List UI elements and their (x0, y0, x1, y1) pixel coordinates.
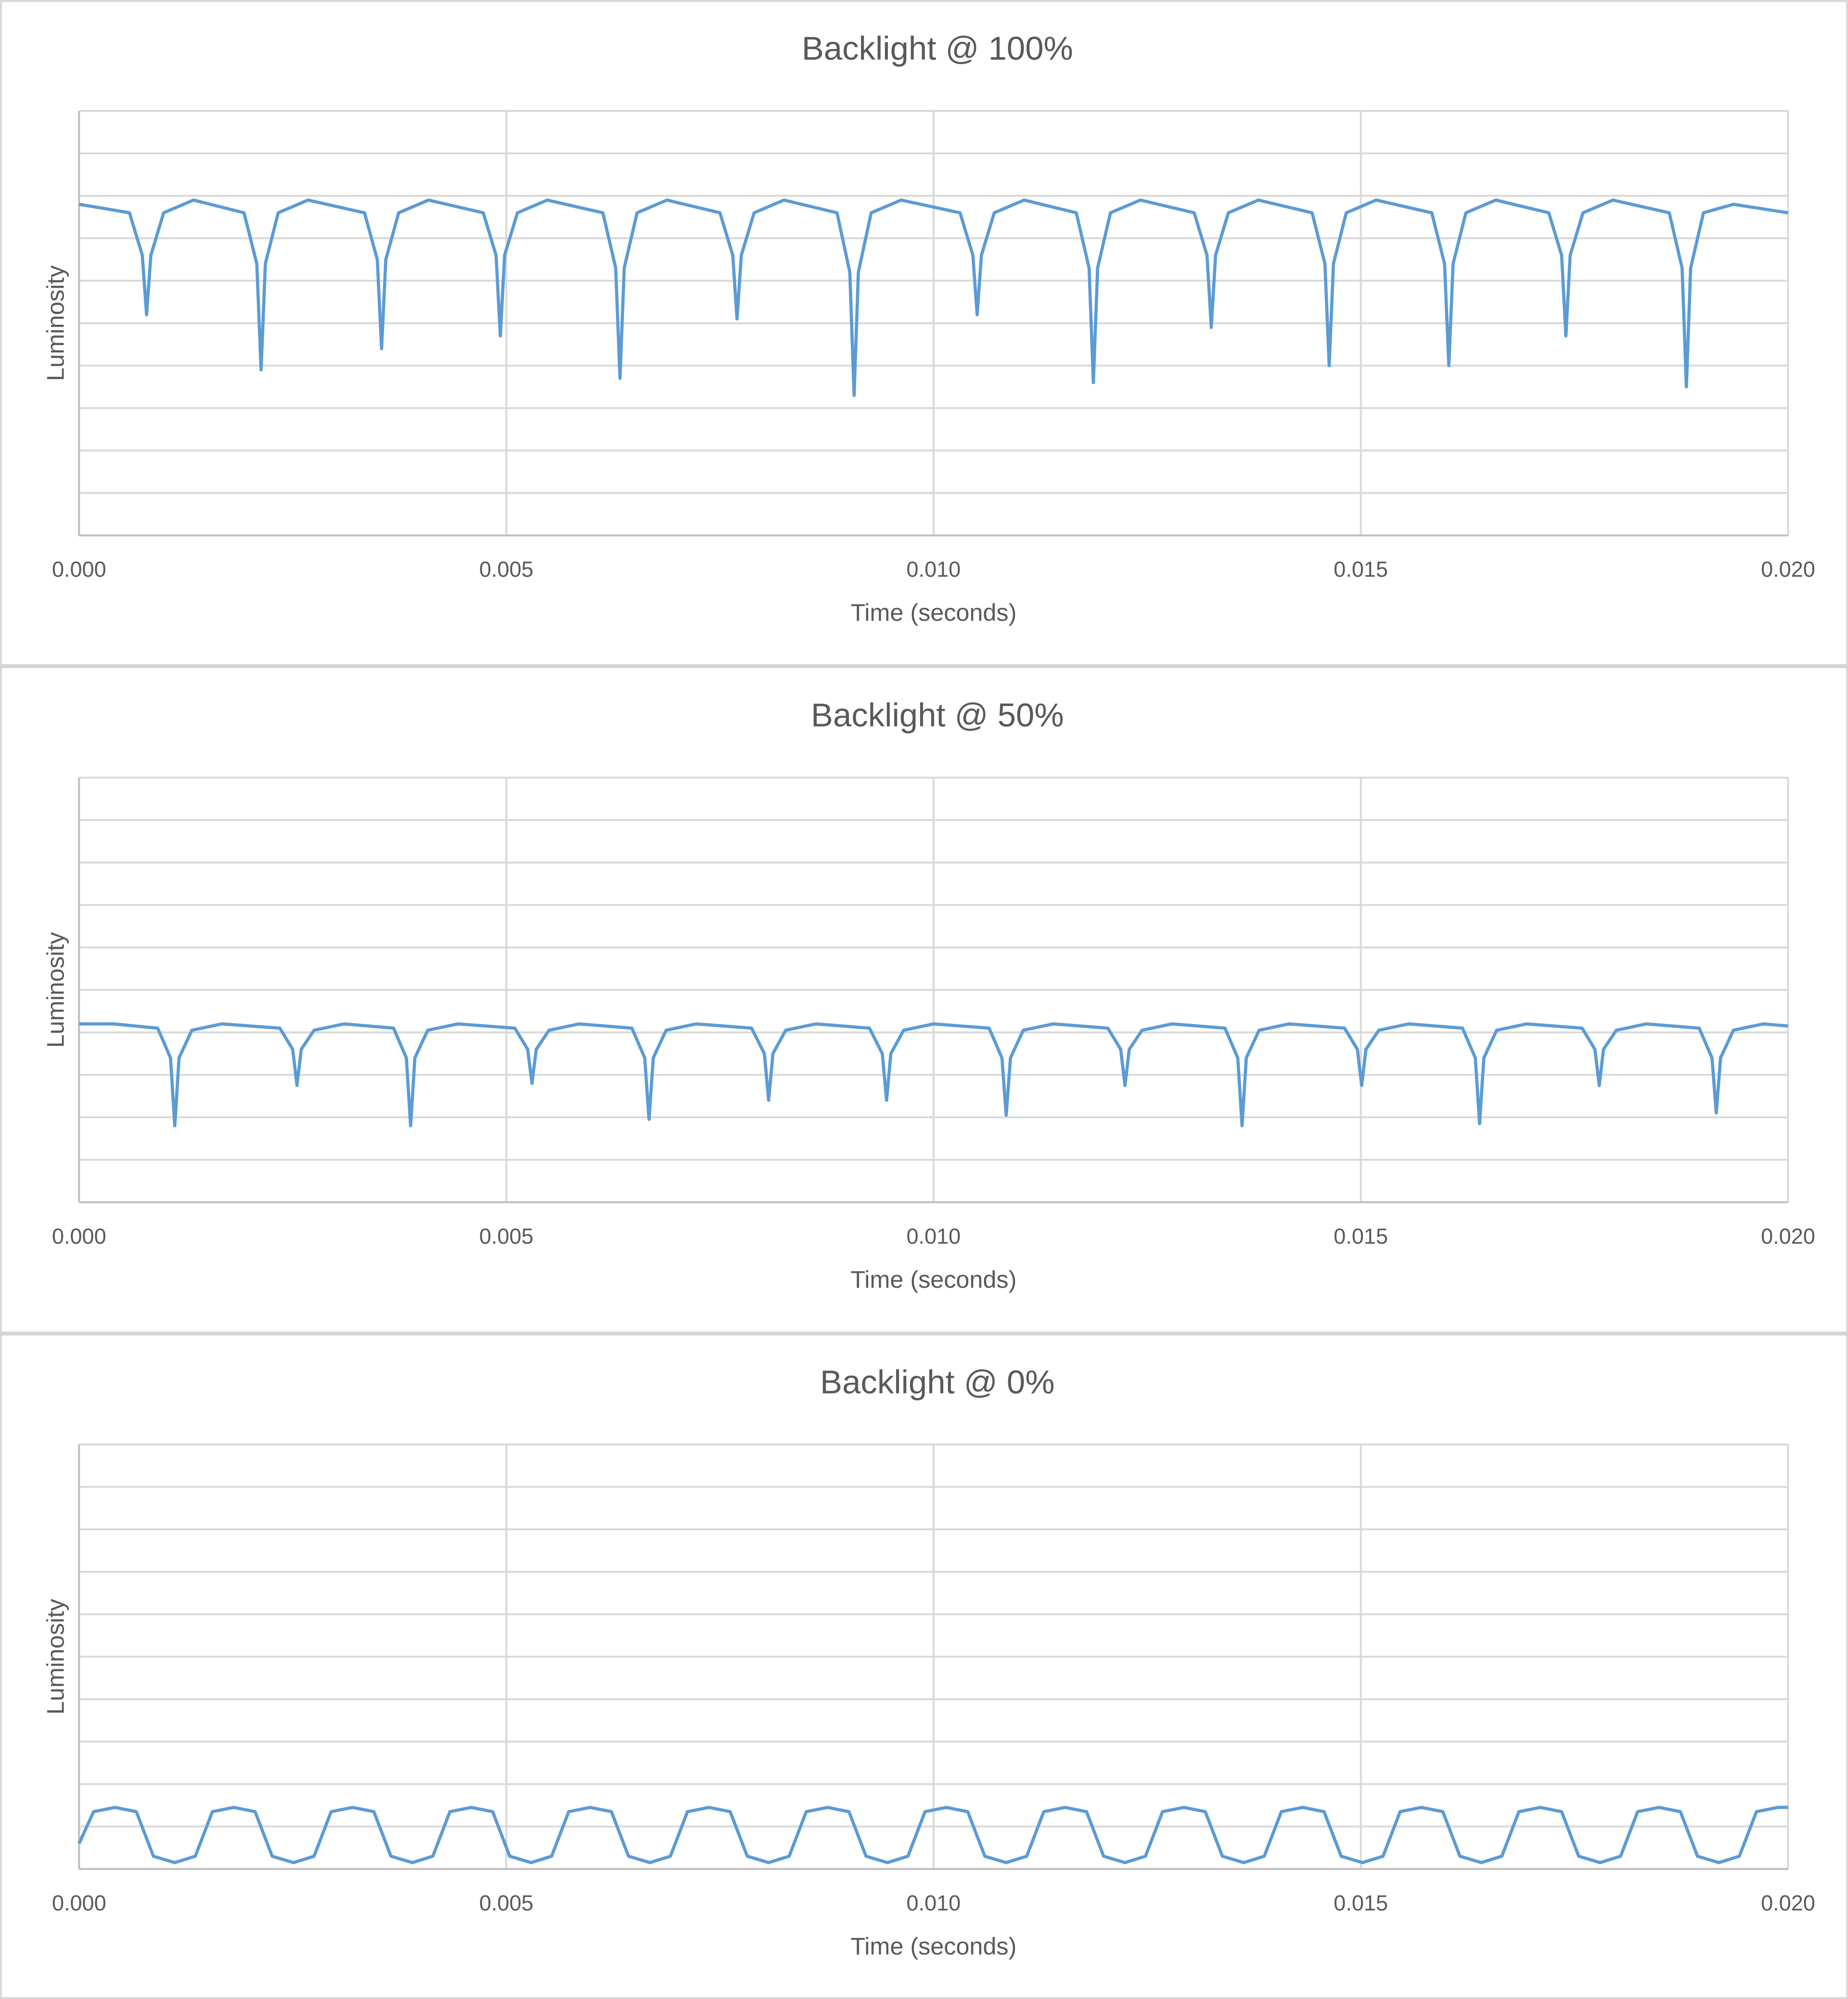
x-axis-label: Time (seconds) (850, 599, 1016, 626)
x-tick-label: 0.010 (907, 1891, 961, 1915)
x-axis-label: Time (seconds) (850, 1266, 1016, 1293)
chart-title: Backlight @ 50% (811, 697, 1064, 734)
x-tick-label: 0.005 (479, 1224, 534, 1248)
data-line (77, 1806, 1788, 1864)
chart-panel: Backlight @ 50% 0.000 0.005 0.010 0.015 0.020… (42, 697, 1815, 1293)
chart-title: Backlight @ 100% (802, 30, 1073, 67)
chart-panel: Backlight @ 0% 0.000 0.005 0.010 0.015 0.020 T… (42, 1363, 1815, 1960)
x-tick-label: 0.010 (907, 1224, 961, 1248)
x-tick-label: 0.000 (52, 1224, 106, 1248)
x-tick-label: 0.005 (479, 557, 534, 582)
x-tick-label: 0.005 (479, 1891, 534, 1915)
x-tick-label: 0.015 (1334, 1891, 1388, 1915)
chart-panel: Backlight @ 100% 0.000 0.005 0.010 0.015 0.02… (42, 30, 1815, 626)
chart-title: Backlight @ 0% (820, 1363, 1054, 1400)
x-tick-label: 0.015 (1334, 1224, 1388, 1248)
x-tick-label: 0.020 (1761, 557, 1815, 582)
y-axis-label: Luminosity (42, 932, 69, 1048)
x-tick-label: 0.010 (907, 557, 961, 582)
x-tick-label: 0.015 (1334, 557, 1388, 582)
x-axis-label: Time (seconds) (850, 1932, 1016, 1960)
data-line (79, 1022, 1788, 1128)
x-tick-label: 0.000 (52, 1891, 106, 1915)
x-tick-label: 0.020 (1761, 1224, 1815, 1248)
x-tick-label: 0.020 (1761, 1891, 1815, 1915)
data-line (78, 198, 1788, 397)
y-axis-label: Luminosity (42, 265, 69, 381)
x-tick-label: 0.000 (52, 557, 106, 582)
y-axis-label: Luminosity (42, 1599, 69, 1715)
